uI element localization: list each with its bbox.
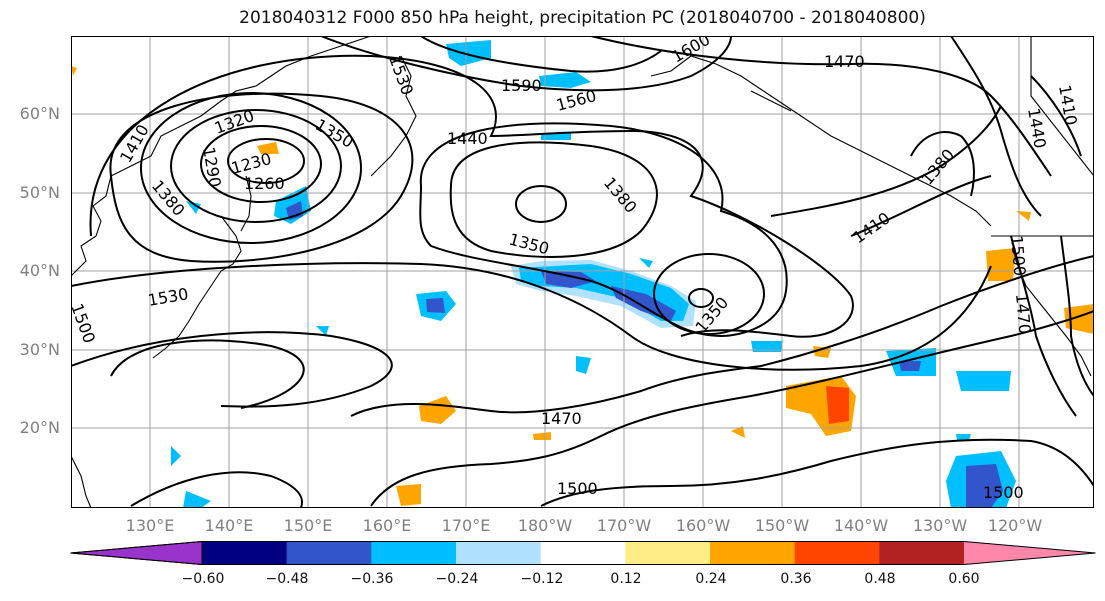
contour-label: 1380 xyxy=(918,145,959,188)
colorbar-tick-label: 0.36 xyxy=(780,571,812,587)
lon-label: 150°W xyxy=(754,516,810,535)
lat-label: 40°N xyxy=(19,261,60,280)
contour-label: 1470 xyxy=(824,52,865,71)
contour-label: 1500 xyxy=(1007,235,1029,277)
map-panel: 1530 1590 1560 1600 1470 1440 1410 1410 … xyxy=(71,36,1094,508)
contour-label: 1590 xyxy=(501,76,542,95)
colorbar-tick-label: −0.48 xyxy=(265,571,309,587)
colorbar-cell xyxy=(371,541,457,565)
lat-label: 20°N xyxy=(19,418,60,437)
precipitation-shading xyxy=(71,40,1094,508)
contour-label: 1500 xyxy=(983,483,1024,502)
colorbar-cell xyxy=(625,541,711,565)
contour-label: 1380 xyxy=(600,173,641,216)
lon-label: 150°E xyxy=(283,516,333,535)
lon-label: 170°W xyxy=(596,516,652,535)
contour-label: 1320 xyxy=(212,106,257,138)
lon-label: 160°W xyxy=(675,516,731,535)
height-contours xyxy=(71,36,1094,508)
colorbar-tick-label: −0.36 xyxy=(350,571,394,587)
colorbar-cell xyxy=(879,541,965,565)
contour-label: 1260 xyxy=(244,174,285,193)
contour-label: 1500 xyxy=(71,301,99,346)
colorbar-tick-label: −0.24 xyxy=(435,571,479,587)
contour-label: 1350 xyxy=(312,115,357,152)
lon-label: 140°E xyxy=(204,516,254,535)
lat-label: 30°N xyxy=(19,340,60,359)
colorbar-tick-label: 0.60 xyxy=(948,571,980,587)
lon-label: 140°W xyxy=(833,516,889,535)
colorbar-tick-label: 0.24 xyxy=(695,571,727,587)
colorbar-cell xyxy=(286,541,372,565)
contour-label: 1290 xyxy=(199,145,225,188)
colorbar-cell xyxy=(540,541,626,565)
colorbar-tick-label: −0.60 xyxy=(181,571,225,587)
colorbar-tick-label: −0.12 xyxy=(520,571,564,587)
contour-label: 1600 xyxy=(669,36,714,66)
contour-label: 1410 xyxy=(1055,83,1081,126)
contour-label: 1470 xyxy=(541,409,582,428)
colorbar-cell xyxy=(794,541,880,565)
lon-label: 130°E xyxy=(125,516,175,535)
colorbar-extend-high xyxy=(964,541,1096,565)
lon-label: 170°E xyxy=(441,516,491,535)
contour-label: 1530 xyxy=(146,284,189,310)
colorbar-cell xyxy=(456,541,542,565)
colorbar xyxy=(70,541,1096,565)
lon-label: 180°W xyxy=(517,516,573,535)
lat-label: 50°N xyxy=(19,183,60,202)
lat-label: 60°N xyxy=(19,104,60,123)
contour-label: 1470 xyxy=(1012,293,1034,335)
colorbar-cell xyxy=(202,541,288,565)
contour-label: 1410 xyxy=(849,208,893,247)
contour-label: 1500 xyxy=(557,479,598,498)
colorbar-tick-label: 0.48 xyxy=(864,571,896,587)
lon-label: 120°W xyxy=(987,516,1043,535)
map-title: 2018040312 F000 850 hPa height, precipit… xyxy=(239,8,926,28)
colorbar-extend-low xyxy=(70,541,202,565)
contour-label: 1380 xyxy=(148,176,189,219)
contour-label: 1440 xyxy=(447,129,488,148)
lon-label: 130°W xyxy=(912,516,968,535)
lon-label: 160°E xyxy=(362,516,412,535)
colorbar-cell xyxy=(710,541,796,565)
colorbar-tick-label: 0.12 xyxy=(610,571,642,587)
